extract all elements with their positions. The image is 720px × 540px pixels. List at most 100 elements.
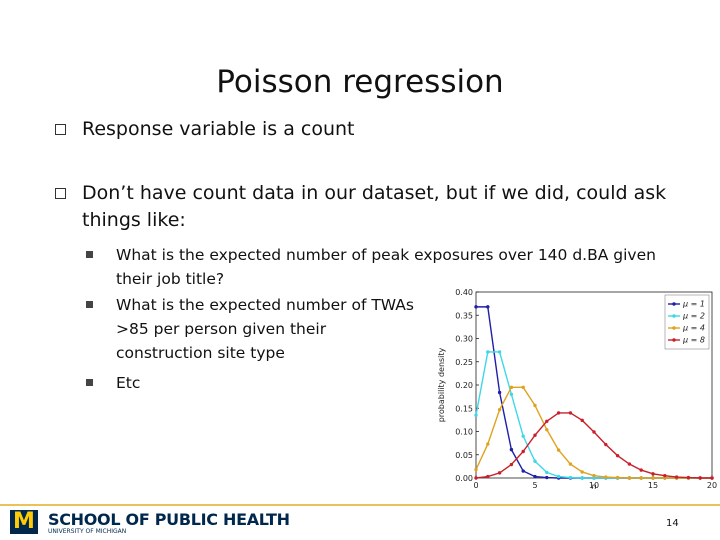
x-tick-label: 5 — [532, 481, 537, 490]
logo: M — [10, 510, 38, 534]
data-point — [615, 453, 620, 458]
data-point — [509, 462, 514, 467]
series-line — [475, 412, 712, 479]
data-point — [604, 442, 608, 447]
legend-label: μ = 4 — [682, 324, 705, 333]
slide-title: Poisson regression — [216, 64, 504, 100]
data-point — [663, 473, 667, 478]
bullet-marker — [55, 124, 66, 135]
data-point — [580, 476, 584, 480]
legend-label: μ = 8 — [682, 336, 705, 345]
data-point — [627, 476, 632, 480]
y-tick-label: 0.40 — [455, 288, 473, 297]
data-point — [497, 471, 502, 475]
bullet-marker — [55, 188, 66, 199]
data-point — [486, 350, 490, 354]
data-point — [521, 469, 525, 473]
university-name: UNIVERSITY OF MICHIGAN — [48, 528, 127, 535]
y-tick-label: 0.20 — [455, 381, 473, 390]
sub-bullet-marker — [86, 251, 93, 258]
data-point — [639, 476, 643, 480]
bullet-text: Don’t have count data in our dataset, bu… — [82, 182, 667, 231]
y-tick-label: 0.35 — [455, 311, 473, 320]
sub-bullet-text: What is the expected number of peak expo… — [116, 246, 656, 288]
page-number: 14 — [666, 518, 679, 529]
data-point — [509, 447, 514, 452]
data-point — [556, 411, 561, 415]
x-tick-label: 15 — [648, 481, 658, 490]
y-tick-label: 0.05 — [455, 451, 473, 460]
data-point — [568, 411, 573, 415]
data-point — [545, 470, 549, 475]
x-tick-label: 20 — [707, 481, 717, 490]
data-point — [474, 305, 478, 309]
x-tick-label: 10 — [589, 481, 599, 490]
data-point — [698, 476, 702, 480]
data-point — [556, 474, 561, 479]
sub-bullet-marker — [86, 301, 93, 308]
data-point — [580, 418, 584, 423]
data-point — [509, 392, 514, 396]
y-axis-label: probability density — [437, 347, 446, 422]
data-point — [486, 442, 490, 446]
y-tick-label: 0.25 — [455, 358, 473, 367]
series-line — [475, 351, 712, 479]
data-point — [497, 407, 502, 412]
y-tick-label: 0.30 — [455, 335, 473, 344]
legend-marker — [672, 314, 676, 318]
sub-bullet-text: Etc — [116, 374, 141, 392]
x-tick-label: 0 — [473, 481, 478, 490]
data-point — [545, 475, 549, 480]
data-point — [592, 473, 596, 478]
sub-bullet-text: What is the expected number of TWAs >85 … — [116, 296, 414, 362]
y-tick-label: 0.00 — [455, 474, 473, 483]
data-point — [592, 430, 596, 434]
data-point — [533, 459, 537, 463]
data-point — [651, 476, 655, 480]
bullet-text: Response variable is a count — [82, 118, 355, 140]
data-point — [710, 476, 714, 480]
data-point — [533, 433, 537, 437]
data-point — [639, 468, 643, 472]
data-point — [533, 474, 537, 479]
data-point — [674, 475, 679, 479]
legend-marker — [672, 302, 676, 306]
data-point — [615, 475, 620, 480]
data-point — [521, 385, 525, 390]
legend-marker — [672, 338, 676, 342]
data-point — [474, 413, 478, 417]
data-point — [497, 390, 502, 395]
footer-rule — [0, 504, 720, 506]
legend-marker — [672, 326, 676, 330]
data-point — [604, 475, 608, 479]
legend-label: μ = 1 — [682, 300, 705, 309]
y-tick-label: 0.10 — [455, 428, 473, 437]
data-point — [627, 462, 632, 466]
data-point — [663, 476, 667, 480]
data-point — [568, 462, 573, 466]
data-point — [533, 403, 537, 408]
data-point — [568, 475, 573, 480]
school-name: SCHOOL OF PUBLIC HEALTH — [48, 510, 290, 529]
data-point — [474, 467, 478, 472]
data-point — [474, 476, 478, 480]
data-point — [486, 305, 490, 309]
data-point — [580, 470, 584, 474]
data-point — [545, 427, 549, 432]
x-axis-label: n — [591, 482, 596, 491]
legend-label: μ = 2 — [682, 312, 705, 321]
sub-bullet-marker — [86, 379, 93, 386]
data-point — [497, 350, 502, 354]
data-point — [521, 434, 525, 438]
data-point — [509, 385, 514, 390]
data-point — [592, 476, 596, 480]
data-point — [486, 474, 490, 479]
y-tick-label: 0.15 — [455, 404, 473, 413]
data-point — [521, 449, 525, 454]
data-point — [545, 419, 549, 423]
data-point — [686, 475, 691, 480]
data-point — [556, 448, 561, 452]
data-point — [651, 472, 655, 476]
chart: probability density n 0.00 0.05 0.10 0.15 0.… — [437, 288, 717, 491]
